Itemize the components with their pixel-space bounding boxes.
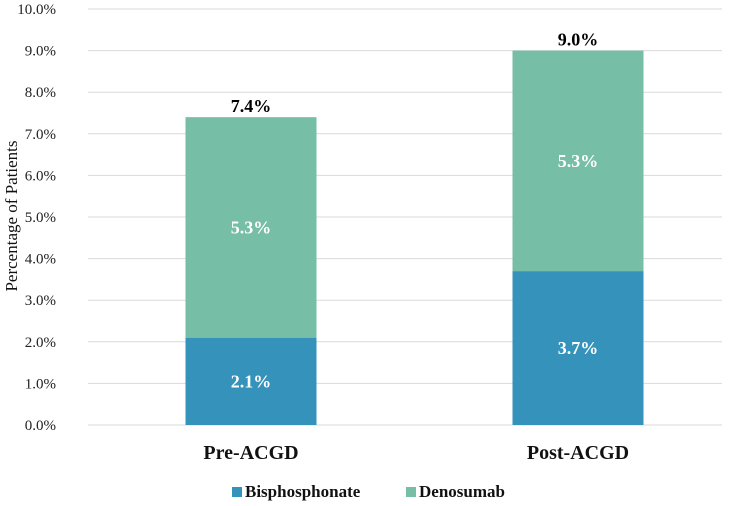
bars: 2.1% 5.3% 7.4% 3.7% 5.3% 9.0% bbox=[185, 30, 644, 425]
legend-label: Denosumab bbox=[419, 482, 505, 501]
data-label: 5.3% bbox=[231, 217, 272, 237]
y-tick-label: 3.0% bbox=[25, 293, 56, 309]
y-tick-label: 10.0% bbox=[17, 2, 56, 18]
y-axis-ticks: 0.0% 1.0% 2.0% 3.0% 4.0% 5.0% 6.0% 7.0% 8.0% 9.0%… bbox=[17, 2, 56, 434]
y-tick-label: 8.0% bbox=[25, 85, 56, 101]
y-tick-label: 5.0% bbox=[25, 210, 56, 226]
legend-swatch-denosumab bbox=[406, 487, 416, 497]
y-axis-title: Percentage of Patients bbox=[2, 140, 21, 291]
total-label: 7.4% bbox=[231, 96, 272, 116]
x-category-label: Pre-ACGD bbox=[203, 442, 298, 464]
legend-swatch-bisphosphonate bbox=[232, 487, 242, 497]
bar-segment-denosumab bbox=[185, 117, 317, 338]
y-tick-label: 1.0% bbox=[25, 376, 56, 392]
y-tick-label: 6.0% bbox=[25, 168, 56, 184]
total-label: 9.0% bbox=[558, 30, 599, 50]
bar-segment-bisphosphonate bbox=[185, 337, 317, 425]
data-label: 2.1% bbox=[231, 371, 272, 391]
legend: Bisphosphonate Denosumab bbox=[232, 482, 505, 501]
y-tick-label: 7.0% bbox=[25, 127, 56, 143]
y-tick-label: 9.0% bbox=[25, 44, 56, 60]
y-tick-label: 2.0% bbox=[25, 335, 56, 351]
data-label: 3.7% bbox=[558, 338, 599, 358]
data-label: 5.3% bbox=[558, 151, 599, 171]
x-category-label: Post-ACGD bbox=[527, 442, 629, 464]
y-tick-label: 0.0% bbox=[25, 418, 56, 434]
bar-segment-bisphosphonate bbox=[512, 271, 644, 425]
x-axis-categories: Pre-ACGD Post-ACGD bbox=[203, 442, 629, 464]
bar-segment-denosumab bbox=[512, 50, 644, 272]
y-tick-label: 4.0% bbox=[25, 252, 56, 268]
legend-label: Bisphosphonate bbox=[245, 482, 361, 501]
